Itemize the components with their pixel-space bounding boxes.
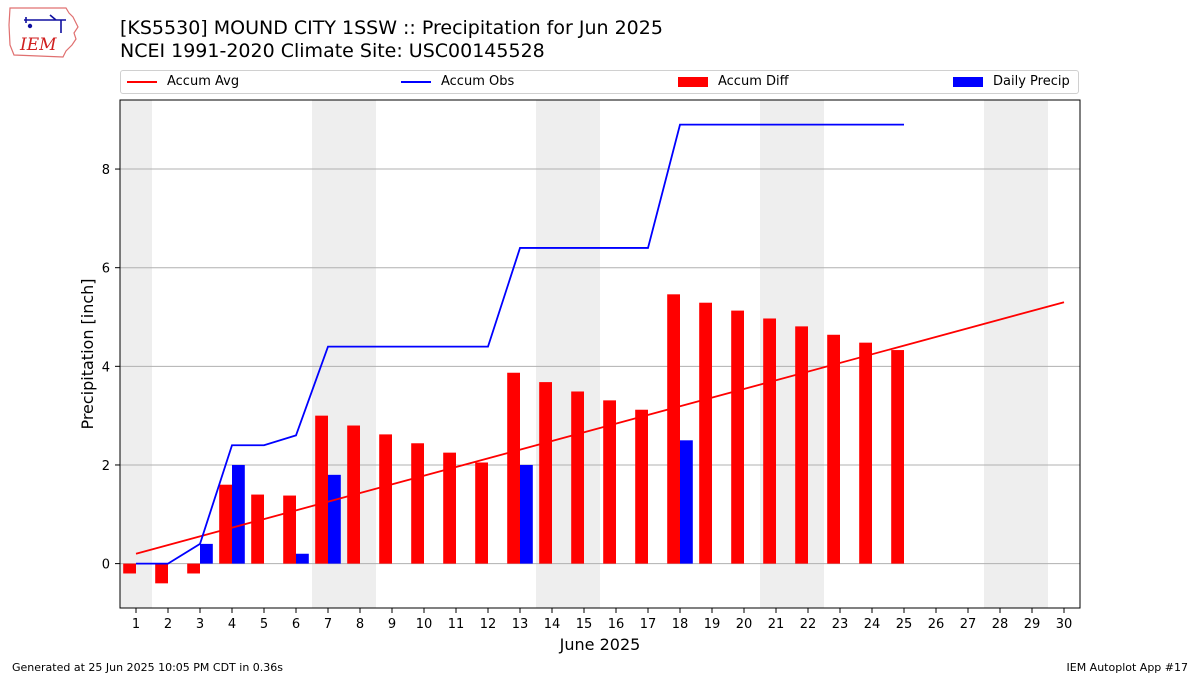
accum-diff-bar [219,484,232,564]
accum-diff-bar [635,409,648,564]
x-tick-label: 12 [480,617,497,632]
x-tick-label: 2 [164,617,172,632]
daily-precip-bar [296,553,309,564]
legend-label-accum-obs: Accum Obs [441,74,515,89]
x-tick-label: 24 [864,617,881,632]
x-tick-label: 29 [1024,617,1041,632]
footer-app: IEM Autoplot App #17 [1066,661,1189,674]
x-tick-label: 18 [672,617,689,632]
accum-diff-bar [539,382,552,564]
accum-diff-bar [475,462,488,564]
accum-diff-bar [251,494,264,564]
weekend-shade [984,100,1016,608]
legend-item-accum-obs: Accum Obs [401,74,514,89]
x-tick-label: 13 [512,617,529,632]
x-tick-label: 30 [1056,617,1073,632]
legend-swatch-accum-diff [678,76,708,87]
x-tick-label: 3 [196,617,204,632]
accum-diff-bar [667,294,680,564]
accum-diff-bar [507,372,520,564]
accum-diff-bar [731,310,744,564]
legend-label-daily-precip: Daily Precip [993,74,1070,89]
accum-diff-bar [859,342,872,564]
legend-label-accum-diff: Accum Diff [718,74,789,89]
y-axis-label: Precipitation [inch] [78,278,97,429]
y-tick-label: 0 [102,558,110,573]
x-tick-label: 23 [832,617,849,632]
accum-diff-bar [379,434,392,564]
weather-station-icon [24,14,66,33]
x-tick-label: 22 [800,617,817,632]
x-tick-label: 15 [576,617,593,632]
x-tick-label: 7 [324,617,332,632]
x-tick-label: 14 [544,617,561,632]
x-tick-label: 27 [960,617,977,632]
footer-generated: Generated at 25 Jun 2025 10:05 PM CDT in… [12,661,284,674]
accum-diff-bar [891,350,904,564]
x-tick-label: 1 [132,617,140,632]
station-dot-icon [27,23,33,29]
x-tick-label: 4 [228,617,236,632]
chart-subtitle: NCEI 1991-2020 Climate Site: USC00145528 [120,40,545,62]
x-tick-label: 8 [356,617,364,632]
x-tick-label: 16 [608,617,625,632]
x-tick-label: 21 [768,617,785,632]
x-tick-label: 26 [928,617,945,632]
x-tick-label: 19 [704,617,721,632]
accum-diff-bar [795,326,808,564]
x-tick-label: 9 [388,617,396,632]
daily-precip-bar [328,474,341,564]
accum-diff-bar [571,391,584,564]
weekend-shade [1016,100,1048,608]
accum-diff-bar [123,563,136,574]
y-tick-label: 2 [102,459,110,474]
plot-frame [119,99,1081,609]
legend-item-accum-diff: Accum Diff [678,74,789,89]
accum-diff-bar [603,400,616,564]
daily-precip-bar [232,464,245,564]
x-tick-label: 20 [736,617,753,632]
logo-text: IEM [19,35,57,55]
accum-diff-bar [827,334,840,564]
x-tick-label: 17 [640,617,657,632]
precip-chart: 1 2 3 4 5 6 7 8 9 10 11 12 13 14 15 16 17 18 19 20 21 22 23 24 2… [78,99,1081,654]
iem-logo: IEM [8,7,79,58]
accum-diff-bar [315,415,328,564]
daily-precip-bar [200,543,213,564]
accum-diff-bar [699,302,712,564]
x-tick-label: 5 [260,617,268,632]
accum-diff-bar [443,452,456,564]
legend: Accum Avg Accum Obs Accum Diff Daily Pre… [120,70,1079,94]
x-tick-label: 25 [896,617,913,632]
accum-avg-line [135,301,1065,555]
accum-diff-bar [411,443,424,564]
legend-item-accum-avg: Accum Avg [127,74,239,89]
accum-diff-bar [187,563,200,574]
legend-label-accum-avg: Accum Avg [167,74,240,89]
y-tick-label: 8 [102,163,110,178]
x-tick-label: 28 [992,617,1009,632]
x-axis-label: June 2025 [559,635,641,654]
accum-diff-bar [283,495,296,564]
legend-swatch-accum-obs [401,80,431,83]
y-tick-label: 6 [102,262,110,277]
legend-swatch-daily-precip [953,76,983,87]
chart-title: [KS5530] MOUND CITY 1SSW :: Precipitatio… [120,17,663,39]
accum-diff-bar [763,318,776,564]
iowa-state-outline [8,7,79,58]
legend-item-daily-precip: Daily Precip [953,74,1070,89]
accum-obs-line [136,123,904,565]
y-tick-label: 4 [102,360,110,375]
weekend-shade [120,100,152,608]
accum-diff-bar [155,563,168,584]
x-tick-label: 10 [416,617,433,632]
x-tick-label: 11 [448,617,465,632]
x-tick-label: 6 [292,617,300,632]
daily-precip-bar [520,464,533,564]
legend-swatch-accum-avg [127,80,157,83]
daily-precip-bar [680,440,693,564]
